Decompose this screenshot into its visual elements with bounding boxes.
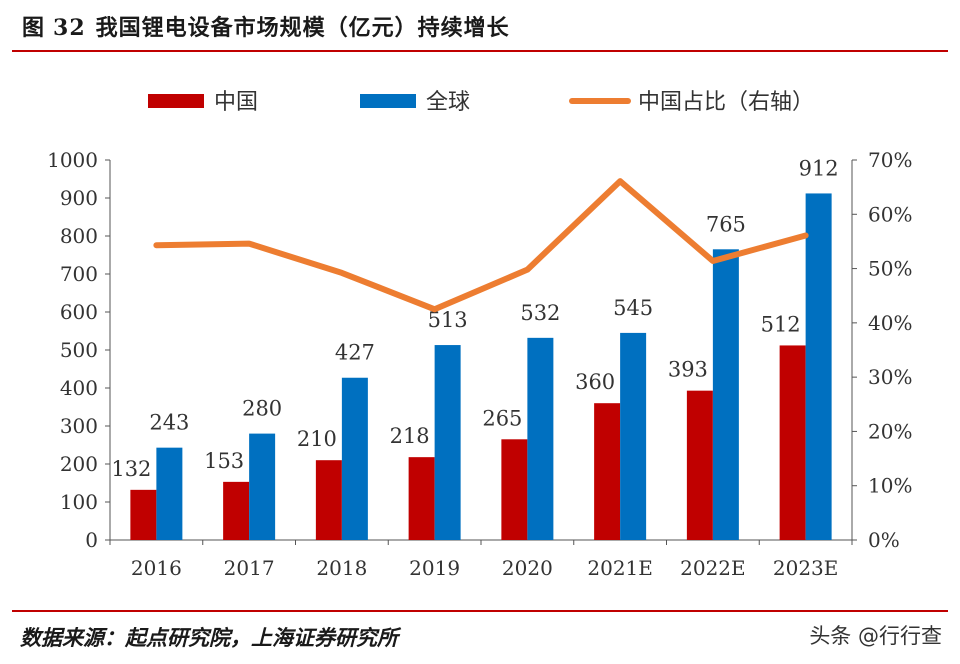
y2-tick-label: 40% <box>868 311 912 335</box>
y-tick-label: 500 <box>60 338 98 362</box>
y2-tick-label: 10% <box>868 474 912 498</box>
y2-tick-label: 60% <box>868 202 912 226</box>
data-label-global-2016: 243 <box>149 411 189 435</box>
y-tick-label: 0 <box>85 528 98 552</box>
bar-china-2017 <box>223 481 250 540</box>
bar-global-2018 <box>341 377 368 540</box>
bar-global-2017 <box>249 433 276 540</box>
bar-china-2023E <box>779 345 806 540</box>
x-tick-label: 2019 <box>409 556 460 580</box>
x-tick-label: 2017 <box>224 556 275 580</box>
data-label-china-2023E: 512 <box>761 312 801 336</box>
y2-tick-label: 70% <box>868 148 912 172</box>
y-tick-label: 600 <box>60 300 98 324</box>
legend-swatch-china <box>148 94 204 108</box>
data-label-global-2018: 427 <box>335 341 375 365</box>
legend-swatch-global <box>360 94 416 108</box>
data-label-global-2021E: 545 <box>613 296 653 320</box>
y-tick-label: 400 <box>60 376 98 400</box>
x-tick-label: 2016 <box>131 556 182 580</box>
bar-china-2018 <box>315 460 342 540</box>
bar-global-2019 <box>434 345 461 540</box>
legend-label-china: 中国 <box>214 90 258 115</box>
bar-china-2020 <box>501 439 528 540</box>
bar-global-2020 <box>527 337 554 540</box>
data-label-global-2022E: 765 <box>706 212 746 236</box>
x-tick-label: 2022E <box>680 556 746 580</box>
bar-global-2021E <box>620 332 647 540</box>
x-tick-label: 2020 <box>502 556 553 580</box>
y2-tick-label: 50% <box>868 257 912 281</box>
bar-global-2016 <box>156 447 183 540</box>
data-label-china-2021E: 360 <box>575 370 615 394</box>
data-label-china-2022E: 393 <box>668 358 708 382</box>
data-label-global-2017: 280 <box>242 397 282 421</box>
y-tick-label: 700 <box>60 262 98 286</box>
brand-watermark: 头条 @行行查 <box>809 624 942 648</box>
legend-label-share: 中国占比（右轴） <box>638 90 814 115</box>
top-rule <box>12 50 948 52</box>
figure-number: 32 <box>53 15 86 41</box>
legend-label-global: 全球 <box>426 90 470 115</box>
y-tick-label: 1000 <box>47 148 98 172</box>
y-tick-label: 200 <box>60 452 98 476</box>
y-tick-label: 300 <box>60 414 98 438</box>
chart-area: 0 100 200 300 400 500 600 700 800 900 1000 0% 10% 20%… <box>47 90 912 580</box>
bar-global-2023E <box>805 193 832 540</box>
source-note: 数据来源：起点研究院，上海证券研究所 <box>20 626 398 650</box>
bar-china-2022E <box>686 390 713 540</box>
bar-china-2016 <box>130 489 157 540</box>
x-tick-label: 2021E <box>587 556 653 580</box>
x-tick-label: 2018 <box>316 556 367 580</box>
x-tick-label: 2023E <box>773 556 839 580</box>
bar-china-2021E <box>594 403 621 540</box>
data-label-china-2017: 153 <box>204 449 244 473</box>
figure-title: 我国锂电设备市场规模（亿元）持续增长 <box>95 16 510 41</box>
y-tick-label: 100 <box>60 490 98 514</box>
bottom-rule <box>12 610 948 612</box>
data-label-china-2020: 265 <box>482 406 522 430</box>
figure-label: 图 <box>22 16 46 41</box>
data-label-china-2018: 210 <box>297 427 337 451</box>
data-label-china-2019: 218 <box>390 424 430 448</box>
y2-tick-label: 0% <box>868 528 900 552</box>
y-tick-label: 900 <box>60 186 98 210</box>
y2-tick-label: 30% <box>868 365 912 389</box>
bar-china-2019 <box>408 457 435 540</box>
bar-global-2022E <box>712 249 739 541</box>
y2-tick-label: 20% <box>868 419 912 443</box>
data-label-global-2020: 532 <box>520 301 560 325</box>
data-label-china-2016: 132 <box>111 457 151 481</box>
y-tick-label: 800 <box>60 224 98 248</box>
line-china-share <box>153 178 809 313</box>
chart-title: 图 32 我国锂电设备市场规模（亿元）持续增长 <box>22 10 510 42</box>
data-label-global-2023E: 912 <box>799 156 839 180</box>
